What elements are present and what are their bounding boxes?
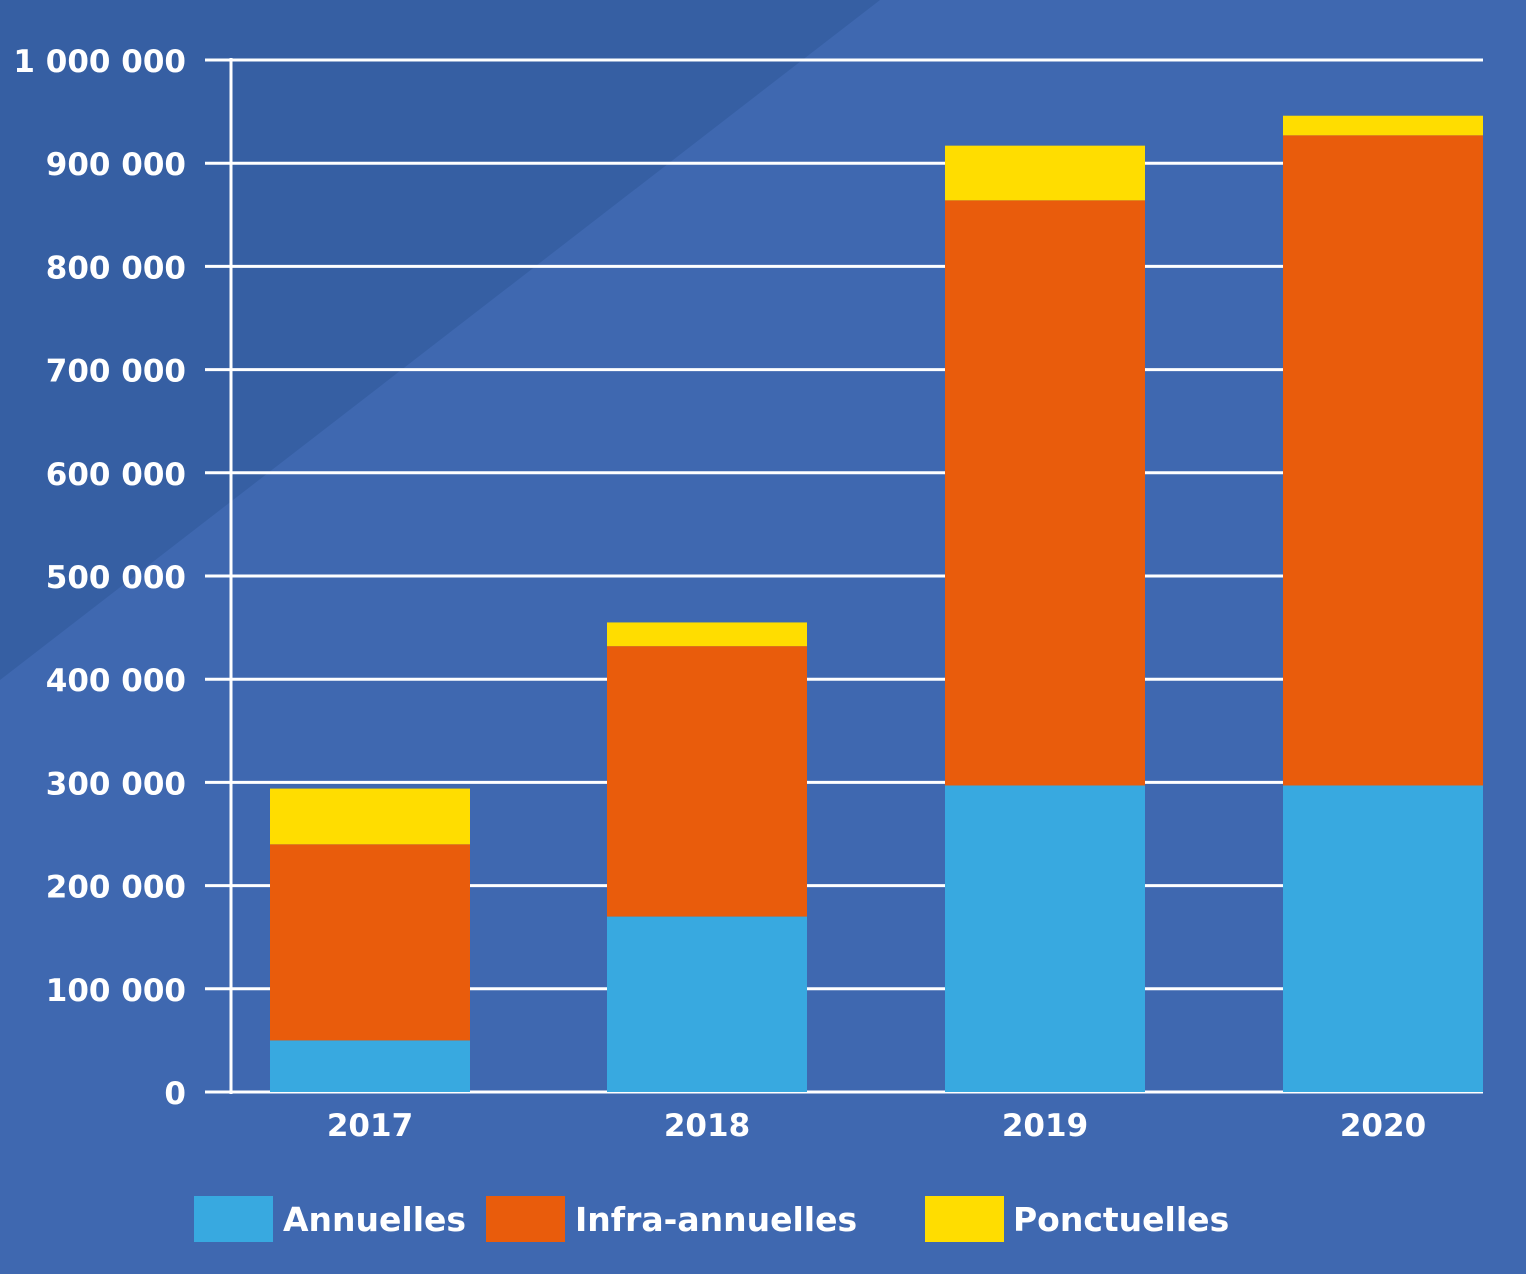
bar-segment-infra-annuelles-2020	[1283, 135, 1483, 786]
bar-segment-ponctuelles-2020	[1283, 115, 1483, 136]
bars	[270, 115, 1483, 1092]
legend-swatch	[925, 1196, 1004, 1242]
bar-segment-ponctuelles-2018	[607, 622, 807, 647]
bar-segment-annuelles-2018	[607, 916, 807, 1092]
legend-label: Ponctuelles	[1013, 1200, 1229, 1239]
bar-segment-annuelles-2019	[945, 785, 1145, 1092]
y-tick-label: 700 000	[46, 354, 186, 390]
bar-segment-ponctuelles-2019	[945, 145, 1145, 201]
legend-swatch	[194, 1196, 273, 1242]
bar-segment-ponctuelles-2017	[270, 788, 470, 845]
legend-label: Annuelles	[283, 1200, 466, 1239]
background-diagonal-band	[0, 0, 880, 680]
y-tick-label: 300 000	[46, 766, 186, 802]
bar-segment-annuelles-2020	[1283, 785, 1483, 1092]
y-tick-label: 100 000	[46, 973, 186, 1009]
y-tick-label: 900 000	[46, 147, 186, 183]
y-tick-label: 600 000	[46, 457, 186, 493]
y-tick-label: 200 000	[46, 870, 186, 906]
y-tick-label: 400 000	[46, 663, 186, 699]
x-axis-tick-labels: 2017 2018 2019 2020	[327, 1108, 1426, 1144]
x-tick-label: 2017	[327, 1108, 413, 1144]
y-tick-label: 800 000	[46, 250, 186, 286]
x-tick-label: 2018	[664, 1108, 750, 1144]
y-axis-tick-labels: 0 100 000 200 000 300 000 400 000 500 000 600 …	[13, 44, 186, 1112]
legend: Annuelles Infra-annuelles Ponctuelles	[194, 1196, 1229, 1242]
bar-segment-infra-annuelles-2018	[607, 646, 807, 917]
x-tick-label: 2019	[1002, 1108, 1088, 1144]
y-tick-label: 1 000 000	[13, 44, 186, 80]
bar-segment-annuelles-2017	[270, 1040, 470, 1092]
y-tick-label: 500 000	[46, 560, 186, 596]
bar-segment-infra-annuelles-2019	[945, 200, 1145, 786]
legend-label: Infra-annuelles	[575, 1200, 857, 1239]
x-tick-label: 2020	[1340, 1108, 1426, 1144]
y-tick-label: 0	[164, 1076, 186, 1112]
legend-swatch	[486, 1196, 565, 1242]
bar-segment-infra-annuelles-2017	[270, 844, 470, 1041]
